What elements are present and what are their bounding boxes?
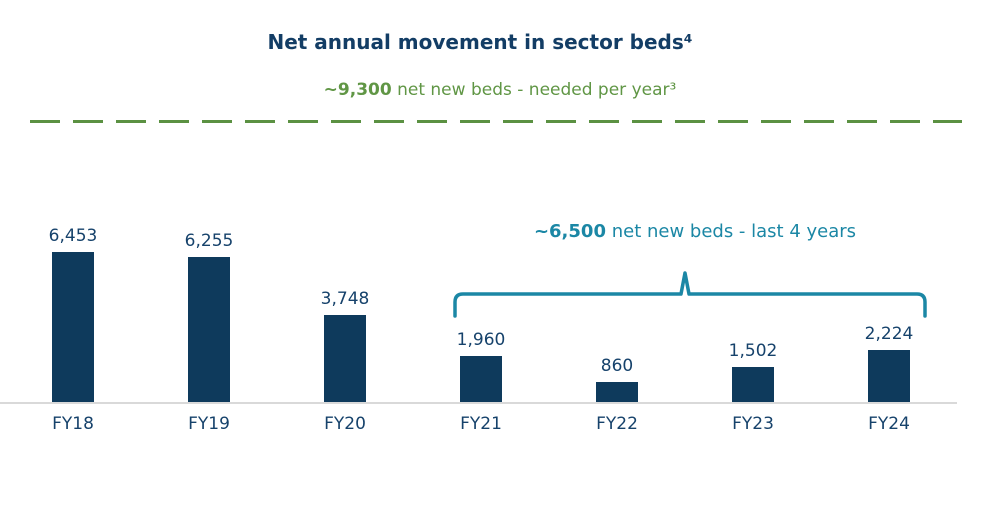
bar-column: 2,224 bbox=[821, 210, 957, 402]
value-label: 3,748 bbox=[320, 289, 370, 309]
value-label: 2,224 bbox=[864, 324, 914, 344]
bar-chart: 6,453 6,255 3,748 1,960 860 1,502 2,224 FY18 FY… bbox=[0, 210, 957, 450]
bar-column: 3,748 bbox=[277, 210, 413, 402]
bars-row: 6,453 6,255 3,748 1,960 860 1,502 2,224 bbox=[5, 210, 957, 402]
value-label: 860 bbox=[600, 356, 634, 376]
subtitle-text: net new beds - needed per year³ bbox=[391, 80, 677, 100]
category-label: FY21 bbox=[460, 414, 502, 434]
bracket-annotation-value: ~6,500 bbox=[533, 221, 606, 242]
value-label: 1,502 bbox=[728, 341, 778, 361]
bracket-annotation-text: net new beds - last 4 years bbox=[605, 221, 857, 242]
chart-title: Net annual movement in sector beds⁴ bbox=[267, 30, 693, 54]
category-label: FY24 bbox=[868, 414, 910, 434]
value-label: 6,453 bbox=[48, 226, 98, 246]
category-label: FY18 bbox=[52, 414, 94, 434]
bar-column: 1,960 bbox=[413, 210, 549, 402]
bar-column: 6,453 bbox=[5, 210, 141, 402]
category-row: FY18 FY19 FY20 FY21 FY22 FY23 FY24 bbox=[5, 414, 957, 434]
x-axis-baseline bbox=[0, 402, 957, 404]
category-label: FY20 bbox=[324, 414, 366, 434]
bar bbox=[324, 315, 366, 402]
subtitle-value: ~9,300 bbox=[323, 80, 392, 100]
category-label: FY23 bbox=[732, 414, 774, 434]
bar-column: 6,255 bbox=[141, 210, 277, 402]
value-label: 6,255 bbox=[184, 231, 234, 251]
bar bbox=[188, 257, 230, 402]
bar bbox=[868, 350, 910, 402]
bar-column: 860 bbox=[549, 210, 685, 402]
bracket-annotation: ~6,500 net new beds - last 4 years bbox=[440, 221, 950, 242]
category-label: FY19 bbox=[188, 414, 230, 434]
bar bbox=[596, 382, 638, 402]
target-dashed-line bbox=[30, 120, 962, 123]
bar-column: 1,502 bbox=[685, 210, 821, 402]
bar bbox=[460, 356, 502, 402]
value-label: 1,960 bbox=[456, 330, 506, 350]
category-label: FY22 bbox=[596, 414, 638, 434]
bar bbox=[732, 367, 774, 402]
bar bbox=[52, 252, 94, 402]
chart-subtitle: ~9,300 net new beds - needed per year³ bbox=[0, 80, 1000, 100]
